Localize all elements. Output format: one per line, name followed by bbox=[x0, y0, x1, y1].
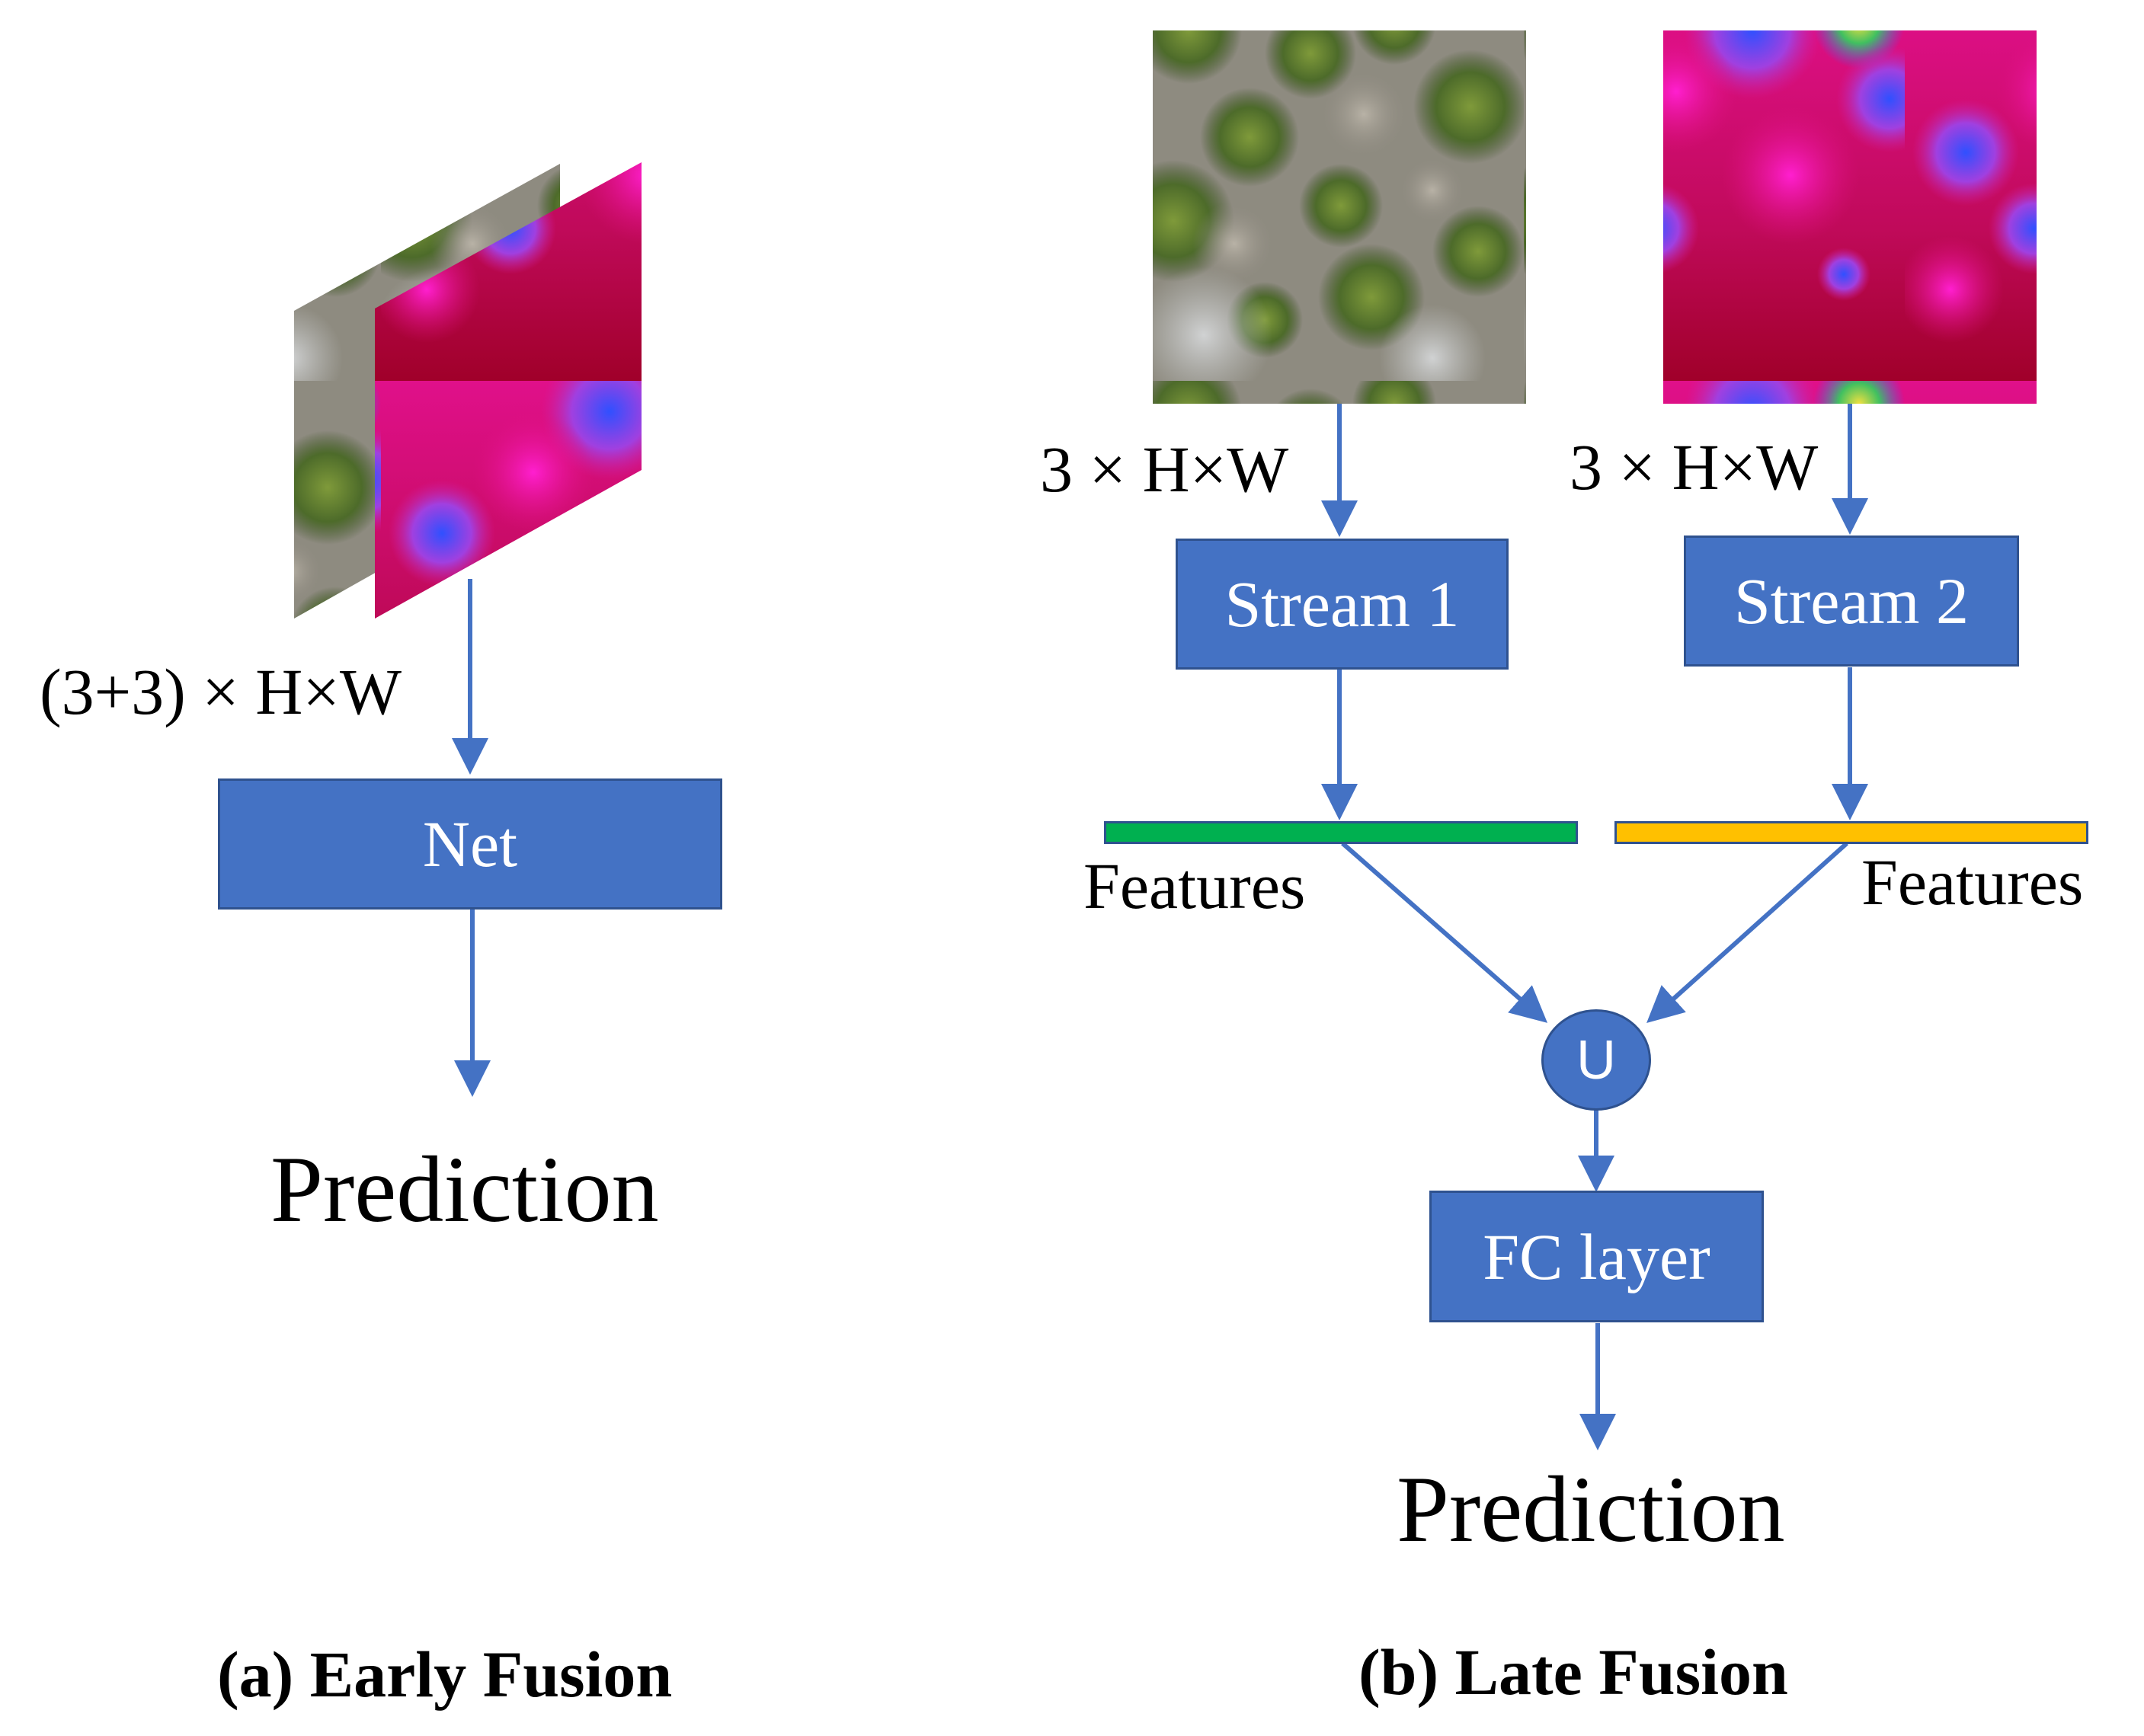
union-symbol: U bbox=[1576, 1029, 1616, 1091]
early-input-dim-label: (3+3) × H×W bbox=[40, 655, 402, 728]
rgb-image-late bbox=[1153, 30, 1526, 404]
fc-layer-block: FC layer bbox=[1429, 1191, 1764, 1322]
fc-layer-label: FC layer bbox=[1483, 1220, 1710, 1293]
stream-2-block: Stream 2 bbox=[1684, 536, 2019, 667]
stream-1-block: Stream 1 bbox=[1176, 539, 1509, 670]
stream-1-label: Stream 1 bbox=[1224, 567, 1460, 641]
early-fusion-caption: (a) Early Fusion bbox=[217, 1638, 673, 1711]
features-bar-2 bbox=[1614, 821, 2088, 844]
thermal-image bbox=[375, 162, 642, 619]
stream-2-label: Stream 2 bbox=[1733, 564, 1970, 638]
union-fusion-node: U bbox=[1541, 1009, 1651, 1111]
late-fusion-caption: (b) Late Fusion bbox=[1358, 1635, 1788, 1709]
arrow-features2-to-union bbox=[1646, 841, 1849, 1024]
features-label-1: Features bbox=[1083, 849, 1306, 922]
net-block-label: Net bbox=[422, 807, 518, 881]
late-input-dim-label-1: 3 × H×W bbox=[1040, 433, 1289, 506]
features-label-2: Features bbox=[1861, 846, 2084, 919]
net-block: Net bbox=[218, 778, 722, 910]
late-input-dim-label-2: 3 × H×W bbox=[1570, 430, 1819, 504]
early-prediction-label: Prediction bbox=[270, 1137, 659, 1242]
arrow-features1-to-union bbox=[1341, 841, 1548, 1023]
features-bar-1 bbox=[1104, 821, 1578, 844]
late-prediction-label: Prediction bbox=[1397, 1457, 1785, 1562]
thermal-image-late bbox=[1663, 30, 2037, 404]
